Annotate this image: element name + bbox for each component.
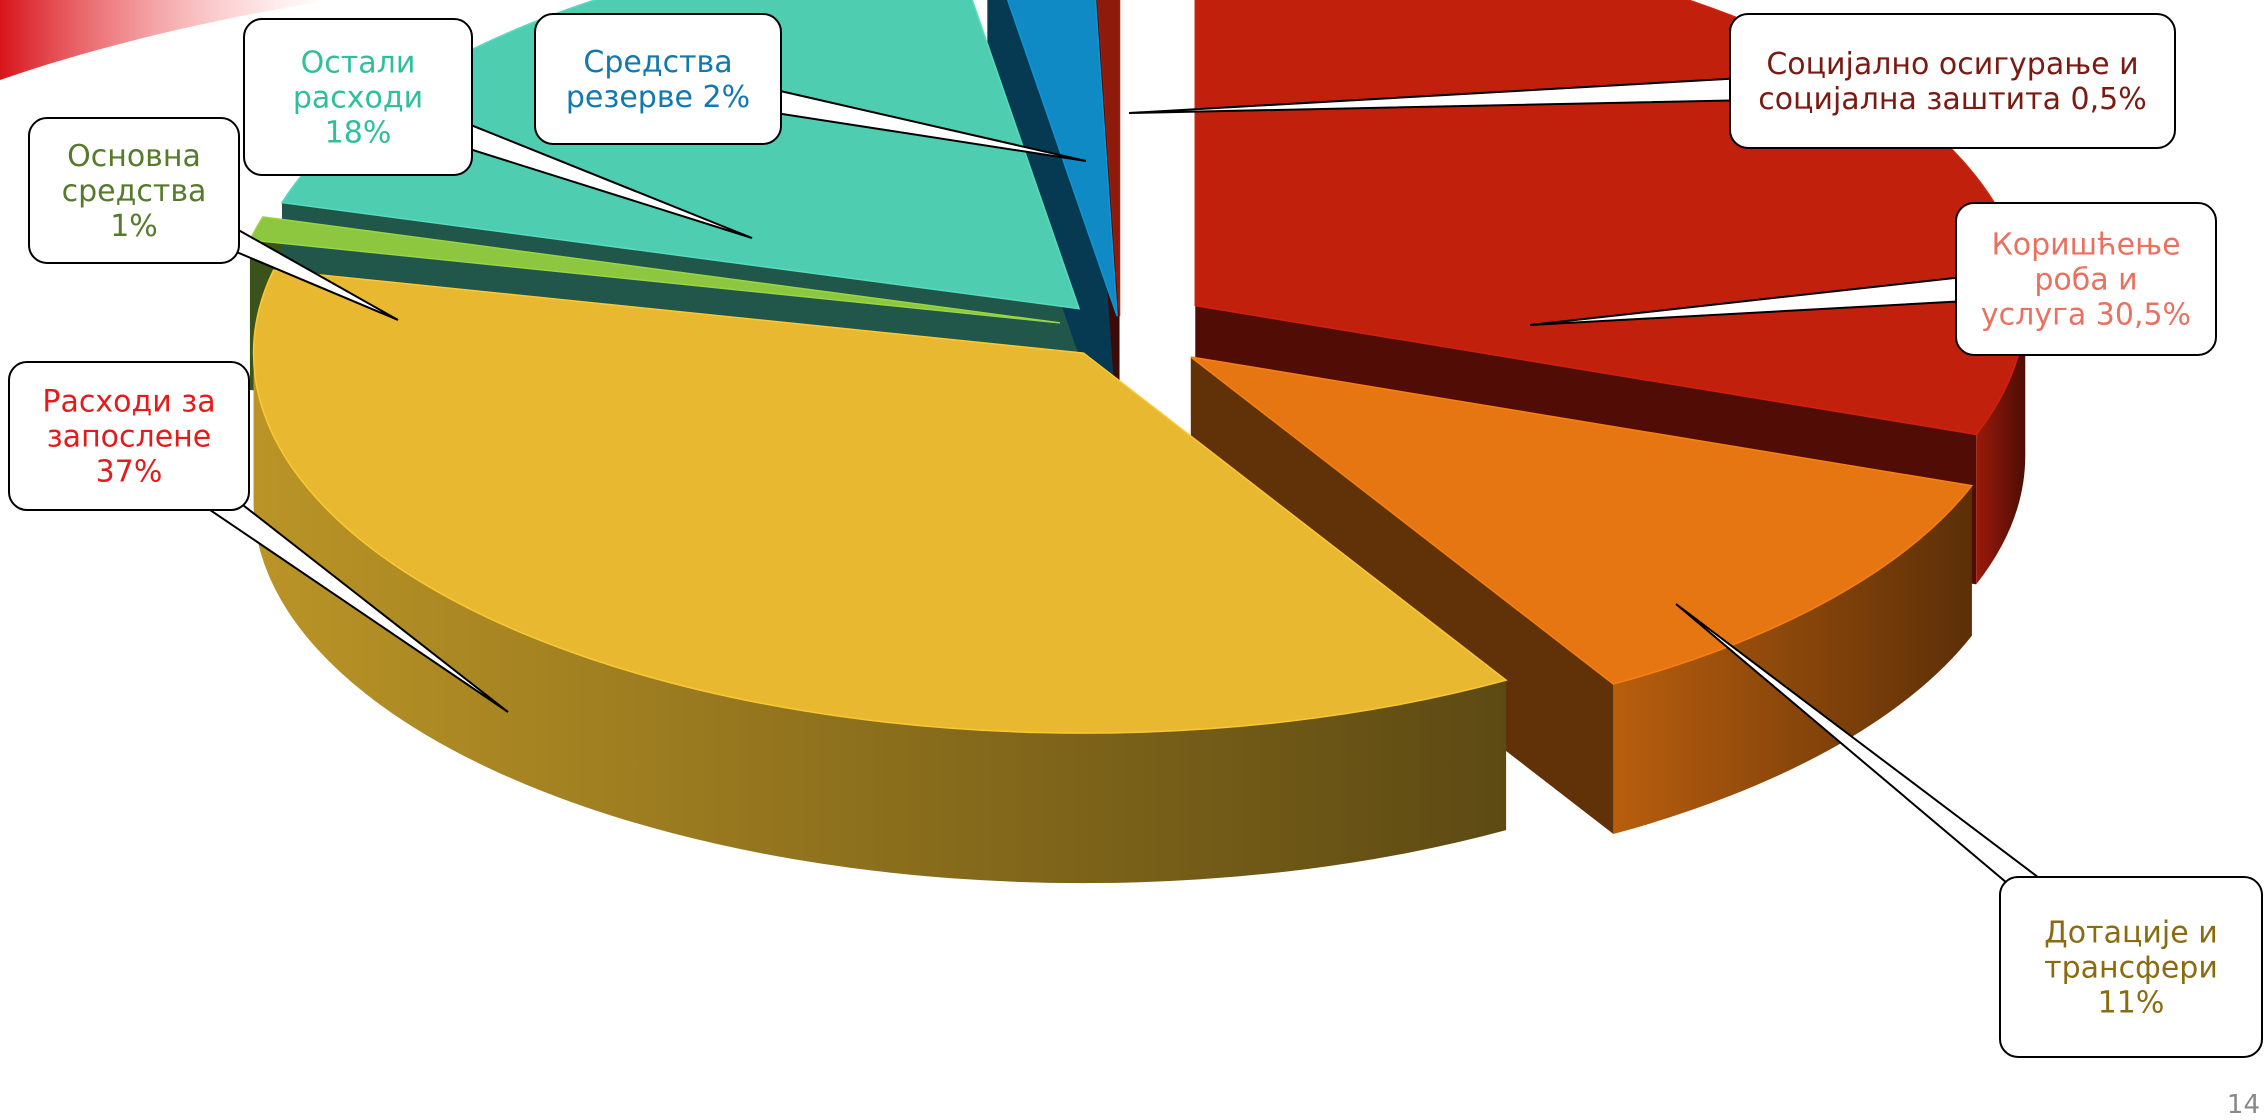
corner-ribbon-decoration <box>0 0 330 80</box>
data-label-2-line-3: 11% <box>2098 986 2165 1021</box>
data-label-3-line-1: Расходи за <box>42 385 215 420</box>
data-label-4-line-2: средства <box>62 174 207 209</box>
data-label-3-line-3: 37% <box>96 455 163 490</box>
data-label-6-line-2: резерве 2% <box>566 80 750 115</box>
pie-slice-side-1 <box>1976 305 2026 585</box>
pie-slice-3[interactable] <box>252 269 1508 734</box>
pie-slice-7[interactable] <box>1093 0 1121 317</box>
data-label-3-line-2: запослене <box>47 420 212 455</box>
callout-box-fill-5 <box>247 22 469 172</box>
callout-box-fill-7 <box>1733 17 2172 145</box>
page-number: 14 <box>2226 1090 2260 1120</box>
pie-slice-side-2 <box>1613 485 1972 835</box>
data-label-1-line-1: Коришћење <box>1991 228 2180 263</box>
pie-slice-side-3 <box>253 353 1507 884</box>
data-label-4-line-3: 1% <box>110 209 158 244</box>
data-label-2-line-2: трансфери <box>2044 951 2218 986</box>
data-label-1-line-2: роба и <box>2034 263 2137 298</box>
callout-box-fill-1 <box>1959 206 2213 352</box>
data-label-6-line-1: Средства <box>583 45 732 80</box>
data-label-5-line-1: Остали <box>301 46 416 81</box>
data-label-2-line-1: Дотације и <box>2044 916 2217 951</box>
data-label-4-line-1: Основна <box>67 139 201 174</box>
data-label-5-line-2: расходи <box>293 81 423 116</box>
pie-slice-2[interactable] <box>1190 356 1974 685</box>
pie-slice-wall-2-2 <box>1190 356 1614 835</box>
callout-box-fill-3 <box>12 365 246 507</box>
data-label-7-line-2: социјална заштита 0,5% <box>1758 82 2147 117</box>
callout-box-fill-2 <box>2003 880 2259 1054</box>
data-label-1-line-3: услуга 30,5% <box>1981 298 2191 333</box>
data-label-5-line-3: 18% <box>325 116 392 151</box>
callout-box-fill-4 <box>32 121 236 260</box>
callout-box-fill-6 <box>538 17 778 141</box>
data-label-7-line-1: Социјално осигурање и <box>1766 47 2138 82</box>
